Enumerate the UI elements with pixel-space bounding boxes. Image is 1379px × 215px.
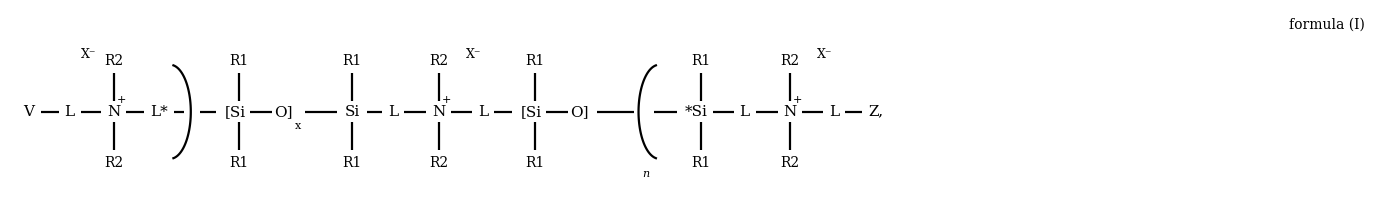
- Text: R2: R2: [429, 156, 448, 170]
- Text: Z,: Z,: [867, 105, 883, 119]
- Text: R1: R1: [229, 156, 248, 170]
- Text: L*: L*: [150, 105, 168, 119]
- Text: R1: R1: [342, 54, 361, 68]
- Text: R1: R1: [229, 54, 248, 68]
- Text: n: n: [641, 169, 650, 180]
- Text: Si: Si: [345, 105, 360, 119]
- Text: [Si: [Si: [225, 105, 245, 119]
- Text: N: N: [432, 105, 445, 119]
- Text: X⁻: X⁻: [81, 48, 97, 61]
- Text: +: +: [117, 95, 125, 105]
- Text: R1: R1: [691, 156, 710, 170]
- Text: R2: R2: [781, 156, 800, 170]
- Text: R1: R1: [525, 156, 545, 170]
- Text: L: L: [477, 105, 488, 119]
- Text: O]: O]: [274, 105, 292, 119]
- Text: O]: O]: [570, 105, 589, 119]
- Text: L: L: [739, 105, 750, 119]
- Text: x: x: [295, 121, 302, 131]
- Text: R2: R2: [103, 54, 123, 68]
- Text: L: L: [389, 105, 399, 119]
- Text: R2: R2: [103, 156, 123, 170]
- Text: L: L: [829, 105, 840, 119]
- Text: formula (I): formula (I): [1288, 18, 1365, 32]
- Text: *Si: *Si: [685, 105, 707, 119]
- Text: X⁻: X⁻: [816, 48, 833, 61]
- Text: +: +: [793, 95, 803, 105]
- Text: R2: R2: [429, 54, 448, 68]
- Text: [Si: [Si: [520, 105, 542, 119]
- Text: V: V: [22, 105, 33, 119]
- Text: N: N: [108, 105, 120, 119]
- Text: R1: R1: [342, 156, 361, 170]
- Text: +: +: [441, 95, 451, 105]
- Text: R2: R2: [781, 54, 800, 68]
- Text: R1: R1: [525, 54, 545, 68]
- Text: X⁻: X⁻: [466, 48, 481, 61]
- Text: N: N: [783, 105, 797, 119]
- Text: L: L: [65, 105, 74, 119]
- Text: R1: R1: [691, 54, 710, 68]
